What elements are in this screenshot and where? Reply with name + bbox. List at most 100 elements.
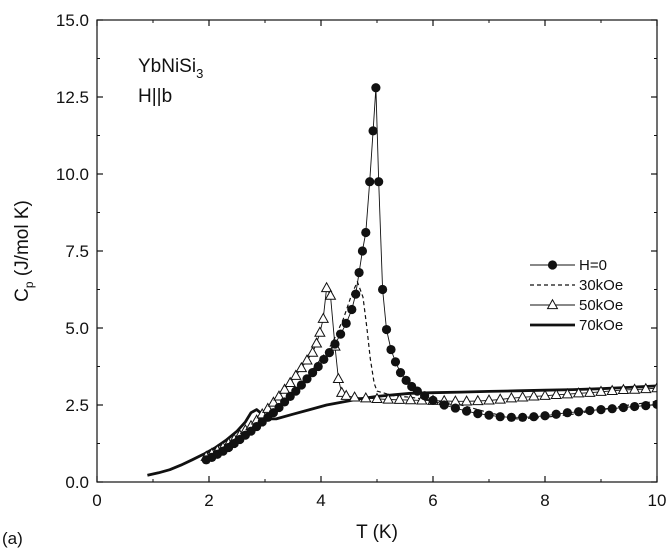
data-point-circle <box>551 409 561 419</box>
data-point-circle <box>641 401 651 411</box>
y-tick-label: 5.0 <box>65 319 89 338</box>
data-point-triangle <box>595 385 607 396</box>
data-point-triangle <box>348 391 361 402</box>
data-point-triangle <box>628 383 641 394</box>
data-point-triangle <box>314 326 326 337</box>
y-axis-ticks: 0.0 2.5 5.0 7.5 10.0 12.5 15.0 <box>56 11 657 492</box>
y-tick-label: 7.5 <box>65 242 89 261</box>
data-point-circle <box>341 318 351 328</box>
data-point-triangle <box>310 337 323 348</box>
data-point-triangle <box>306 346 319 357</box>
compound-sub: 3 <box>196 66 203 81</box>
legend-marker-circle <box>547 260 558 270</box>
x-tick-label: 6 <box>428 491 437 510</box>
data-point-triangle <box>301 354 313 365</box>
data-point-circle <box>368 126 378 136</box>
data-point-triangle <box>267 396 280 407</box>
data-point-circle <box>351 289 361 299</box>
data-point-circle <box>390 357 401 367</box>
data-point-circle <box>574 407 584 417</box>
x-axis-title: T (K) <box>356 522 398 543</box>
data-point-triangle <box>404 393 417 405</box>
data-point-triangle <box>295 361 308 373</box>
data-point-circle <box>324 348 334 358</box>
legend-label: 30kOe <box>579 277 623 294</box>
data-point-triangle <box>539 389 551 400</box>
data-point-circle <box>562 408 573 418</box>
y-axis-title-sub: p <box>22 281 36 288</box>
legend-label: 70kOe <box>579 317 623 334</box>
data-point-circle <box>319 354 329 365</box>
data-point-circle <box>484 410 494 420</box>
legend: H=0 30kOe 50kOe 70kOe <box>530 257 623 334</box>
y-tick-label: 10.0 <box>56 165 89 184</box>
data-point-triangle <box>278 383 291 394</box>
data-point-triangle <box>317 312 330 323</box>
data-point-circle <box>381 324 392 335</box>
data-point-triangle <box>505 391 518 403</box>
data-point-circle <box>330 339 340 349</box>
data-point-circle <box>401 375 411 385</box>
data-point-triangle <box>550 388 562 399</box>
data-point-circle <box>529 412 539 422</box>
data-point-circle <box>291 386 301 396</box>
data-point-circle <box>374 177 384 187</box>
y-tick-label: 12.5 <box>56 88 89 107</box>
field-direction-label: H||b <box>138 86 172 107</box>
data-point-circle <box>428 395 438 405</box>
data-point-triangle <box>584 386 596 397</box>
x-tick-label: 8 <box>540 491 549 510</box>
data-point-circle <box>386 344 396 355</box>
x-tick-label: 2 <box>204 491 213 510</box>
y-axis-title-main: C <box>12 288 33 302</box>
data-point-circle <box>280 397 290 407</box>
legend-label: 50kOe <box>579 297 623 314</box>
data-point-triangle <box>340 389 352 400</box>
data-point-circle <box>395 368 406 378</box>
data-point-circle <box>473 409 483 419</box>
data-point-triangle <box>320 281 333 293</box>
data-point-circle <box>585 405 595 416</box>
data-point-triangle <box>528 390 540 401</box>
data-point-circle <box>439 400 449 410</box>
data-point-circle <box>365 177 375 187</box>
series-H=0 <box>201 83 657 465</box>
data-point-triangle <box>472 394 484 406</box>
data-layer <box>147 83 657 477</box>
data-point-circle <box>296 380 306 390</box>
data-point-circle <box>357 246 368 256</box>
data-point-triangle <box>606 384 618 395</box>
legend-label: H=0 <box>579 257 607 274</box>
data-point-circle <box>596 405 606 415</box>
data-point-triangle <box>360 391 372 403</box>
y-axis-title: Cp (J/mol K) <box>12 200 36 302</box>
data-point-triangle <box>332 372 345 383</box>
data-point-triangle <box>284 376 296 387</box>
data-point-circle <box>518 412 528 422</box>
data-point-circle <box>495 412 505 422</box>
data-point-circle <box>420 391 430 401</box>
data-point-triangle <box>617 383 630 395</box>
data-point-circle <box>506 412 516 422</box>
data-point-circle <box>371 83 381 93</box>
data-point-circle <box>462 406 472 416</box>
compound-label: YbNiSi3 <box>138 56 203 81</box>
data-point-triangle <box>371 392 383 403</box>
legend-marker-triangle <box>546 298 559 310</box>
data-point-triangle <box>494 393 506 404</box>
x-axis-ticks: 0 2 4 6 8 10 <box>92 20 666 510</box>
data-point-triangle <box>460 395 473 406</box>
x-tick-label: 10 <box>648 491 667 510</box>
data-point-circle <box>607 404 617 414</box>
data-point-triangle <box>561 387 574 399</box>
data-point-triangle <box>393 393 406 404</box>
data-point-circle <box>302 374 312 384</box>
data-point-triangle <box>572 387 585 398</box>
y-tick-label: 15.0 <box>56 11 89 30</box>
data-point-circle <box>630 401 640 412</box>
data-point-circle <box>354 267 364 278</box>
compound-main: YbNiSi <box>138 56 196 77</box>
data-point-circle <box>618 402 629 413</box>
